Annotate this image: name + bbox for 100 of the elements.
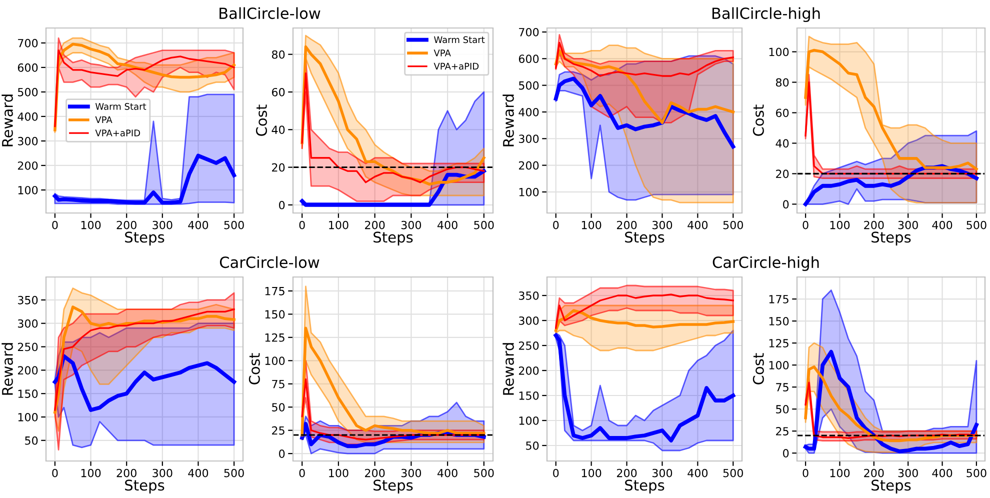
x-axis-title: Steps bbox=[374, 480, 413, 494]
x-tick-label: 400 bbox=[688, 468, 708, 478]
y-tick-label: 0 bbox=[279, 450, 285, 458]
x-tick-label: 200 bbox=[864, 220, 884, 230]
y-tick-label: 200 bbox=[518, 366, 539, 375]
x-tick-label: 300 bbox=[898, 468, 918, 478]
x-tick-label: 200 bbox=[116, 468, 136, 478]
y-axis-title: Cost bbox=[256, 104, 268, 136]
y-tick-label: 150 bbox=[265, 310, 285, 319]
line-series bbox=[804, 48, 978, 170]
y-tick-label: 250 bbox=[518, 341, 539, 350]
y-tick-label: 350 bbox=[519, 291, 539, 300]
x-tick-label: 100 bbox=[582, 468, 602, 478]
legend-label: Warm Start bbox=[434, 36, 485, 44]
y-tick-label: 60 bbox=[776, 108, 789, 118]
line-series bbox=[53, 354, 236, 412]
y-tick-label: 20 bbox=[776, 170, 789, 178]
line-series bbox=[300, 169, 486, 207]
x-tick-label: 400 bbox=[188, 220, 208, 230]
x-tick-label: 500 bbox=[966, 220, 986, 230]
y-tick-label: 150 bbox=[769, 316, 789, 326]
y-tick-label: 500 bbox=[18, 88, 38, 96]
x-tick-label: 100 bbox=[582, 220, 602, 230]
x-tick-label: 100 bbox=[329, 220, 348, 230]
y-tick-label: 150 bbox=[18, 390, 38, 398]
y-axis-title: Cost bbox=[752, 104, 764, 136]
legend-label: Warm Start bbox=[95, 103, 146, 110]
y-tick-label: 60 bbox=[272, 88, 285, 96]
y-tick-label: 600 bbox=[18, 63, 38, 72]
y-axis-title: Cost bbox=[752, 353, 764, 384]
y-tick-label: 100 bbox=[18, 186, 38, 194]
y-tick-label: 100 bbox=[769, 361, 789, 370]
y-tick-label: 100 bbox=[265, 356, 285, 366]
y-tick-label: 100 bbox=[18, 412, 38, 422]
y-tick-label: 50 bbox=[25, 436, 38, 445]
chart-title: BallCircle-low bbox=[220, 7, 320, 20]
x-tick-label: 0 bbox=[553, 468, 559, 478]
y-tick-label: 500 bbox=[519, 81, 539, 90]
y-tick-label: 200 bbox=[18, 161, 38, 170]
line-series bbox=[555, 294, 734, 329]
y-tick-label: 300 bbox=[519, 316, 539, 325]
x-tick-label: 200 bbox=[616, 468, 637, 478]
x-tick-label: 0 bbox=[802, 220, 808, 230]
x-tick-label: 300 bbox=[652, 220, 672, 230]
y-tick-label: 150 bbox=[519, 391, 539, 400]
y-tick-label: 0 bbox=[783, 449, 789, 458]
legend-label: VPA bbox=[95, 116, 112, 123]
legend-label: VPA+aPID bbox=[434, 62, 479, 70]
x-tick-label: 300 bbox=[152, 220, 172, 230]
y-axis-title: Reward bbox=[502, 94, 514, 146]
x-tick-label: 400 bbox=[932, 468, 952, 478]
x-axis-title: Steps bbox=[374, 232, 413, 246]
y-tick-label: 100 bbox=[519, 188, 539, 196]
y-tick-label: 80 bbox=[272, 50, 285, 59]
y-tick-label: 40 bbox=[272, 126, 285, 134]
line-series bbox=[301, 378, 485, 440]
y-tick-label: 300 bbox=[18, 319, 38, 328]
y-tick-label: 125 bbox=[265, 333, 284, 342]
y-tick-label: 40 bbox=[776, 139, 789, 148]
y-tick-label: 100 bbox=[519, 416, 539, 425]
y-tick-label: 700 bbox=[519, 28, 539, 36]
y-tick-label: 200 bbox=[518, 161, 539, 170]
x-tick-label: 500 bbox=[474, 220, 494, 230]
x-tick-label: 300 bbox=[152, 468, 172, 478]
line-series bbox=[554, 76, 736, 149]
x-tick-label: 200 bbox=[116, 220, 136, 230]
x-axis-title: Steps bbox=[125, 232, 164, 246]
x-axis-title: Steps bbox=[872, 480, 911, 494]
x-tick-label: 500 bbox=[224, 220, 244, 230]
y-tick-label: 75 bbox=[776, 383, 788, 392]
x-tick-label: 0 bbox=[52, 220, 58, 230]
x-tick-label: 300 bbox=[401, 220, 422, 230]
y-tick-label: 250 bbox=[18, 342, 38, 352]
x-tick-label: 0 bbox=[802, 468, 808, 478]
x-tick-label: 400 bbox=[688, 220, 708, 230]
y-tick-label: 300 bbox=[519, 134, 539, 144]
x-tick-label: 100 bbox=[81, 220, 101, 230]
x-tick-label: 400 bbox=[437, 468, 458, 478]
x-tick-label: 100 bbox=[329, 468, 348, 478]
x-tick-label: 0 bbox=[299, 468, 305, 478]
x-tick-label: 0 bbox=[52, 468, 58, 478]
x-axis-title: Steps bbox=[625, 480, 664, 494]
y-tick-label: 200 bbox=[18, 366, 38, 375]
y-tick-label: 0 bbox=[279, 200, 285, 210]
x-tick-label: 500 bbox=[474, 468, 494, 478]
x-tick-label: 500 bbox=[966, 468, 986, 478]
x-tick-label: 400 bbox=[188, 468, 208, 478]
x-tick-label: 0 bbox=[553, 220, 559, 230]
y-tick-label: 350 bbox=[18, 296, 38, 304]
x-tick-label: 200 bbox=[616, 220, 637, 230]
y-tick-label: 300 bbox=[18, 136, 38, 146]
y-tick-label: 0 bbox=[783, 200, 789, 209]
x-tick-label: 200 bbox=[365, 220, 385, 230]
x-tick-label: 0 bbox=[299, 220, 305, 230]
y-tick-label: 700 bbox=[18, 38, 38, 48]
y-tick-label: 175 bbox=[769, 295, 788, 304]
y-tick-label: 175 bbox=[265, 287, 284, 296]
x-tick-label: 500 bbox=[723, 468, 743, 478]
x-tick-label: 300 bbox=[898, 220, 918, 230]
y-axis-title: Reward bbox=[502, 343, 514, 395]
